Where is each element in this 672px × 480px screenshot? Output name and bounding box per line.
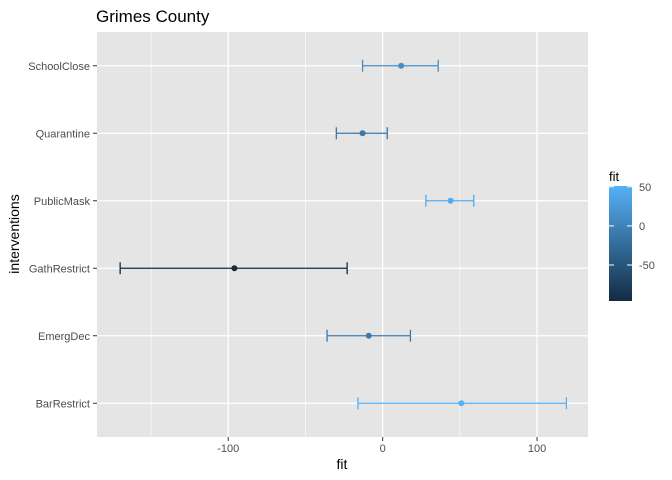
errorbar-SchoolClose — [361, 59, 439, 72]
legend-tick-label: -50 — [639, 260, 655, 272]
x-tick-label: -100 — [217, 443, 239, 455]
errorbar-PublicMask — [425, 194, 475, 207]
color-legend: fit 50 0 -50 — [609, 169, 655, 301]
y-tick-label: EmergDec — [38, 331, 90, 343]
y-tick-label: PublicMask — [34, 196, 91, 208]
errorbar-Quarantine — [335, 127, 388, 140]
errorbar-GathRestrict — [119, 262, 348, 275]
legend-colorbar — [609, 186, 632, 301]
point-BarRestrict — [458, 400, 465, 407]
y-axis-title: interventions — [6, 194, 22, 273]
x-axis-title: fit — [337, 456, 348, 472]
axes: -100 0 100 SchoolClose Quarantine PublicMask G… — [28, 61, 546, 455]
y-tick-label: SchoolClose — [28, 61, 90, 73]
legend-tick-label: 0 — [639, 221, 645, 233]
legend-tick-label: 50 — [639, 182, 651, 194]
point-GathRestrict — [231, 265, 238, 272]
point-SchoolClose — [398, 62, 405, 69]
legend-title: fit — [609, 169, 620, 184]
x-tick-label: 0 — [380, 443, 386, 455]
plot-panel — [97, 32, 588, 437]
chart-title: Grimes County — [96, 7, 210, 26]
point-Quarantine — [359, 130, 366, 137]
legend-ticks: 50 0 -50 — [609, 182, 655, 272]
data-layer — [119, 59, 568, 410]
errorbar-EmergDec — [326, 329, 412, 342]
point-EmergDec — [365, 332, 372, 339]
y-tick-label: BarRestrict — [36, 398, 90, 410]
y-tick-label: GathRestrict — [29, 263, 90, 275]
errorbar-BarRestrict — [357, 397, 568, 410]
point-PublicMask — [447, 197, 454, 204]
grid-lines — [97, 32, 588, 437]
y-tick-label: Quarantine — [36, 128, 90, 140]
x-tick-label: 100 — [528, 443, 546, 455]
